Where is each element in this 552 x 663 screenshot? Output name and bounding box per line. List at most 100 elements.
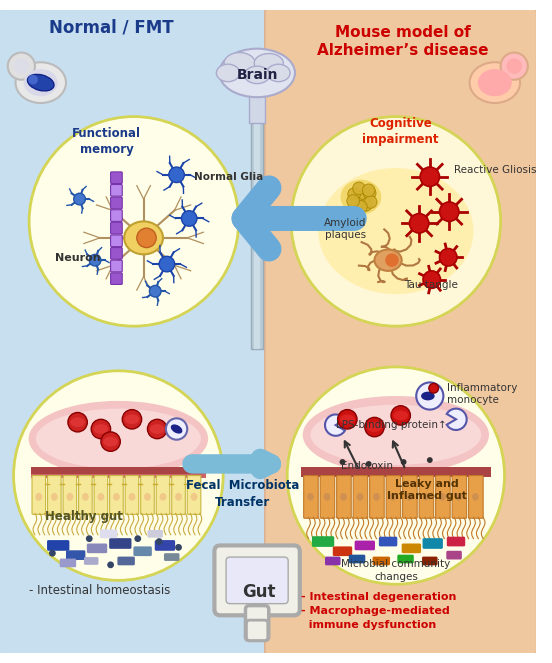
Ellipse shape: [310, 404, 481, 465]
Text: Fecal  Microbiota
Transfer: Fecal Microbiota Transfer: [186, 479, 299, 509]
Circle shape: [420, 167, 439, 186]
Text: Cognitive
impairment: Cognitive impairment: [363, 117, 439, 146]
Ellipse shape: [216, 64, 240, 82]
FancyBboxPatch shape: [134, 546, 152, 556]
Ellipse shape: [367, 422, 382, 432]
Circle shape: [429, 383, 438, 393]
FancyBboxPatch shape: [452, 475, 466, 518]
Ellipse shape: [341, 180, 381, 215]
Ellipse shape: [319, 168, 474, 294]
Ellipse shape: [66, 493, 73, 501]
Circle shape: [8, 52, 35, 80]
FancyBboxPatch shape: [320, 475, 335, 518]
Ellipse shape: [171, 424, 182, 434]
Ellipse shape: [340, 414, 354, 424]
Circle shape: [68, 412, 87, 432]
Circle shape: [49, 550, 56, 557]
Ellipse shape: [323, 493, 330, 501]
Circle shape: [28, 75, 38, 85]
FancyBboxPatch shape: [125, 475, 139, 514]
Ellipse shape: [472, 493, 479, 501]
FancyBboxPatch shape: [110, 235, 122, 247]
FancyBboxPatch shape: [246, 605, 269, 640]
Ellipse shape: [340, 493, 347, 501]
Ellipse shape: [190, 493, 198, 501]
FancyBboxPatch shape: [164, 553, 179, 561]
Circle shape: [439, 202, 459, 221]
Circle shape: [169, 167, 184, 182]
Bar: [31, 467, 206, 477]
Circle shape: [91, 419, 110, 439]
FancyBboxPatch shape: [110, 184, 122, 196]
Text: Gut: Gut: [242, 583, 276, 601]
FancyBboxPatch shape: [155, 540, 175, 551]
FancyBboxPatch shape: [422, 557, 438, 566]
Circle shape: [86, 535, 93, 542]
Ellipse shape: [28, 74, 54, 91]
Ellipse shape: [175, 493, 182, 501]
Circle shape: [137, 228, 156, 247]
Circle shape: [175, 544, 182, 551]
FancyBboxPatch shape: [84, 557, 98, 565]
Circle shape: [122, 410, 142, 429]
Circle shape: [506, 58, 522, 74]
Wedge shape: [447, 408, 466, 430]
Circle shape: [423, 271, 440, 288]
Circle shape: [348, 188, 360, 200]
Text: Mouse model of
Alzheimer’s disease: Mouse model of Alzheimer’s disease: [317, 25, 489, 58]
Circle shape: [385, 253, 399, 267]
Text: Amyloid
plaques: Amyloid plaques: [324, 219, 367, 240]
Circle shape: [501, 52, 528, 80]
FancyBboxPatch shape: [337, 475, 351, 518]
Ellipse shape: [422, 493, 429, 501]
Ellipse shape: [82, 493, 89, 501]
Ellipse shape: [15, 62, 66, 103]
Ellipse shape: [29, 401, 208, 477]
Ellipse shape: [144, 493, 151, 501]
FancyBboxPatch shape: [226, 557, 288, 603]
FancyBboxPatch shape: [325, 557, 341, 566]
Ellipse shape: [406, 493, 413, 501]
Circle shape: [182, 211, 197, 226]
Bar: [254, 123, 260, 349]
FancyBboxPatch shape: [265, 9, 537, 654]
Circle shape: [391, 406, 410, 425]
Ellipse shape: [113, 493, 120, 501]
Text: Neuron: Neuron: [55, 253, 100, 263]
FancyBboxPatch shape: [214, 546, 300, 615]
FancyBboxPatch shape: [156, 475, 170, 514]
Text: Healthy gut: Healthy gut: [45, 510, 123, 523]
Circle shape: [107, 562, 114, 568]
FancyBboxPatch shape: [373, 557, 390, 566]
Circle shape: [150, 285, 161, 297]
FancyBboxPatch shape: [78, 475, 92, 514]
Circle shape: [14, 58, 29, 74]
Ellipse shape: [51, 493, 58, 501]
FancyBboxPatch shape: [32, 475, 46, 514]
Ellipse shape: [124, 221, 163, 255]
FancyBboxPatch shape: [141, 475, 154, 514]
Bar: [251, 123, 263, 349]
FancyBboxPatch shape: [66, 550, 86, 560]
FancyBboxPatch shape: [187, 475, 201, 514]
FancyBboxPatch shape: [402, 544, 421, 553]
FancyBboxPatch shape: [110, 222, 122, 234]
FancyBboxPatch shape: [172, 475, 185, 514]
Ellipse shape: [160, 493, 166, 501]
FancyBboxPatch shape: [110, 172, 122, 184]
Text: Functional
memory: Functional memory: [72, 127, 141, 156]
FancyBboxPatch shape: [333, 546, 352, 556]
Ellipse shape: [94, 424, 108, 434]
Ellipse shape: [35, 493, 42, 501]
Circle shape: [101, 432, 120, 452]
FancyBboxPatch shape: [419, 475, 434, 518]
Text: - Intestinal homeostasis: - Intestinal homeostasis: [29, 583, 171, 597]
FancyBboxPatch shape: [386, 475, 401, 518]
Circle shape: [159, 257, 174, 272]
FancyBboxPatch shape: [47, 475, 61, 514]
Circle shape: [427, 457, 433, 463]
Circle shape: [365, 418, 384, 437]
Ellipse shape: [24, 69, 58, 96]
FancyBboxPatch shape: [94, 475, 108, 514]
Bar: [250, 94, 265, 123]
